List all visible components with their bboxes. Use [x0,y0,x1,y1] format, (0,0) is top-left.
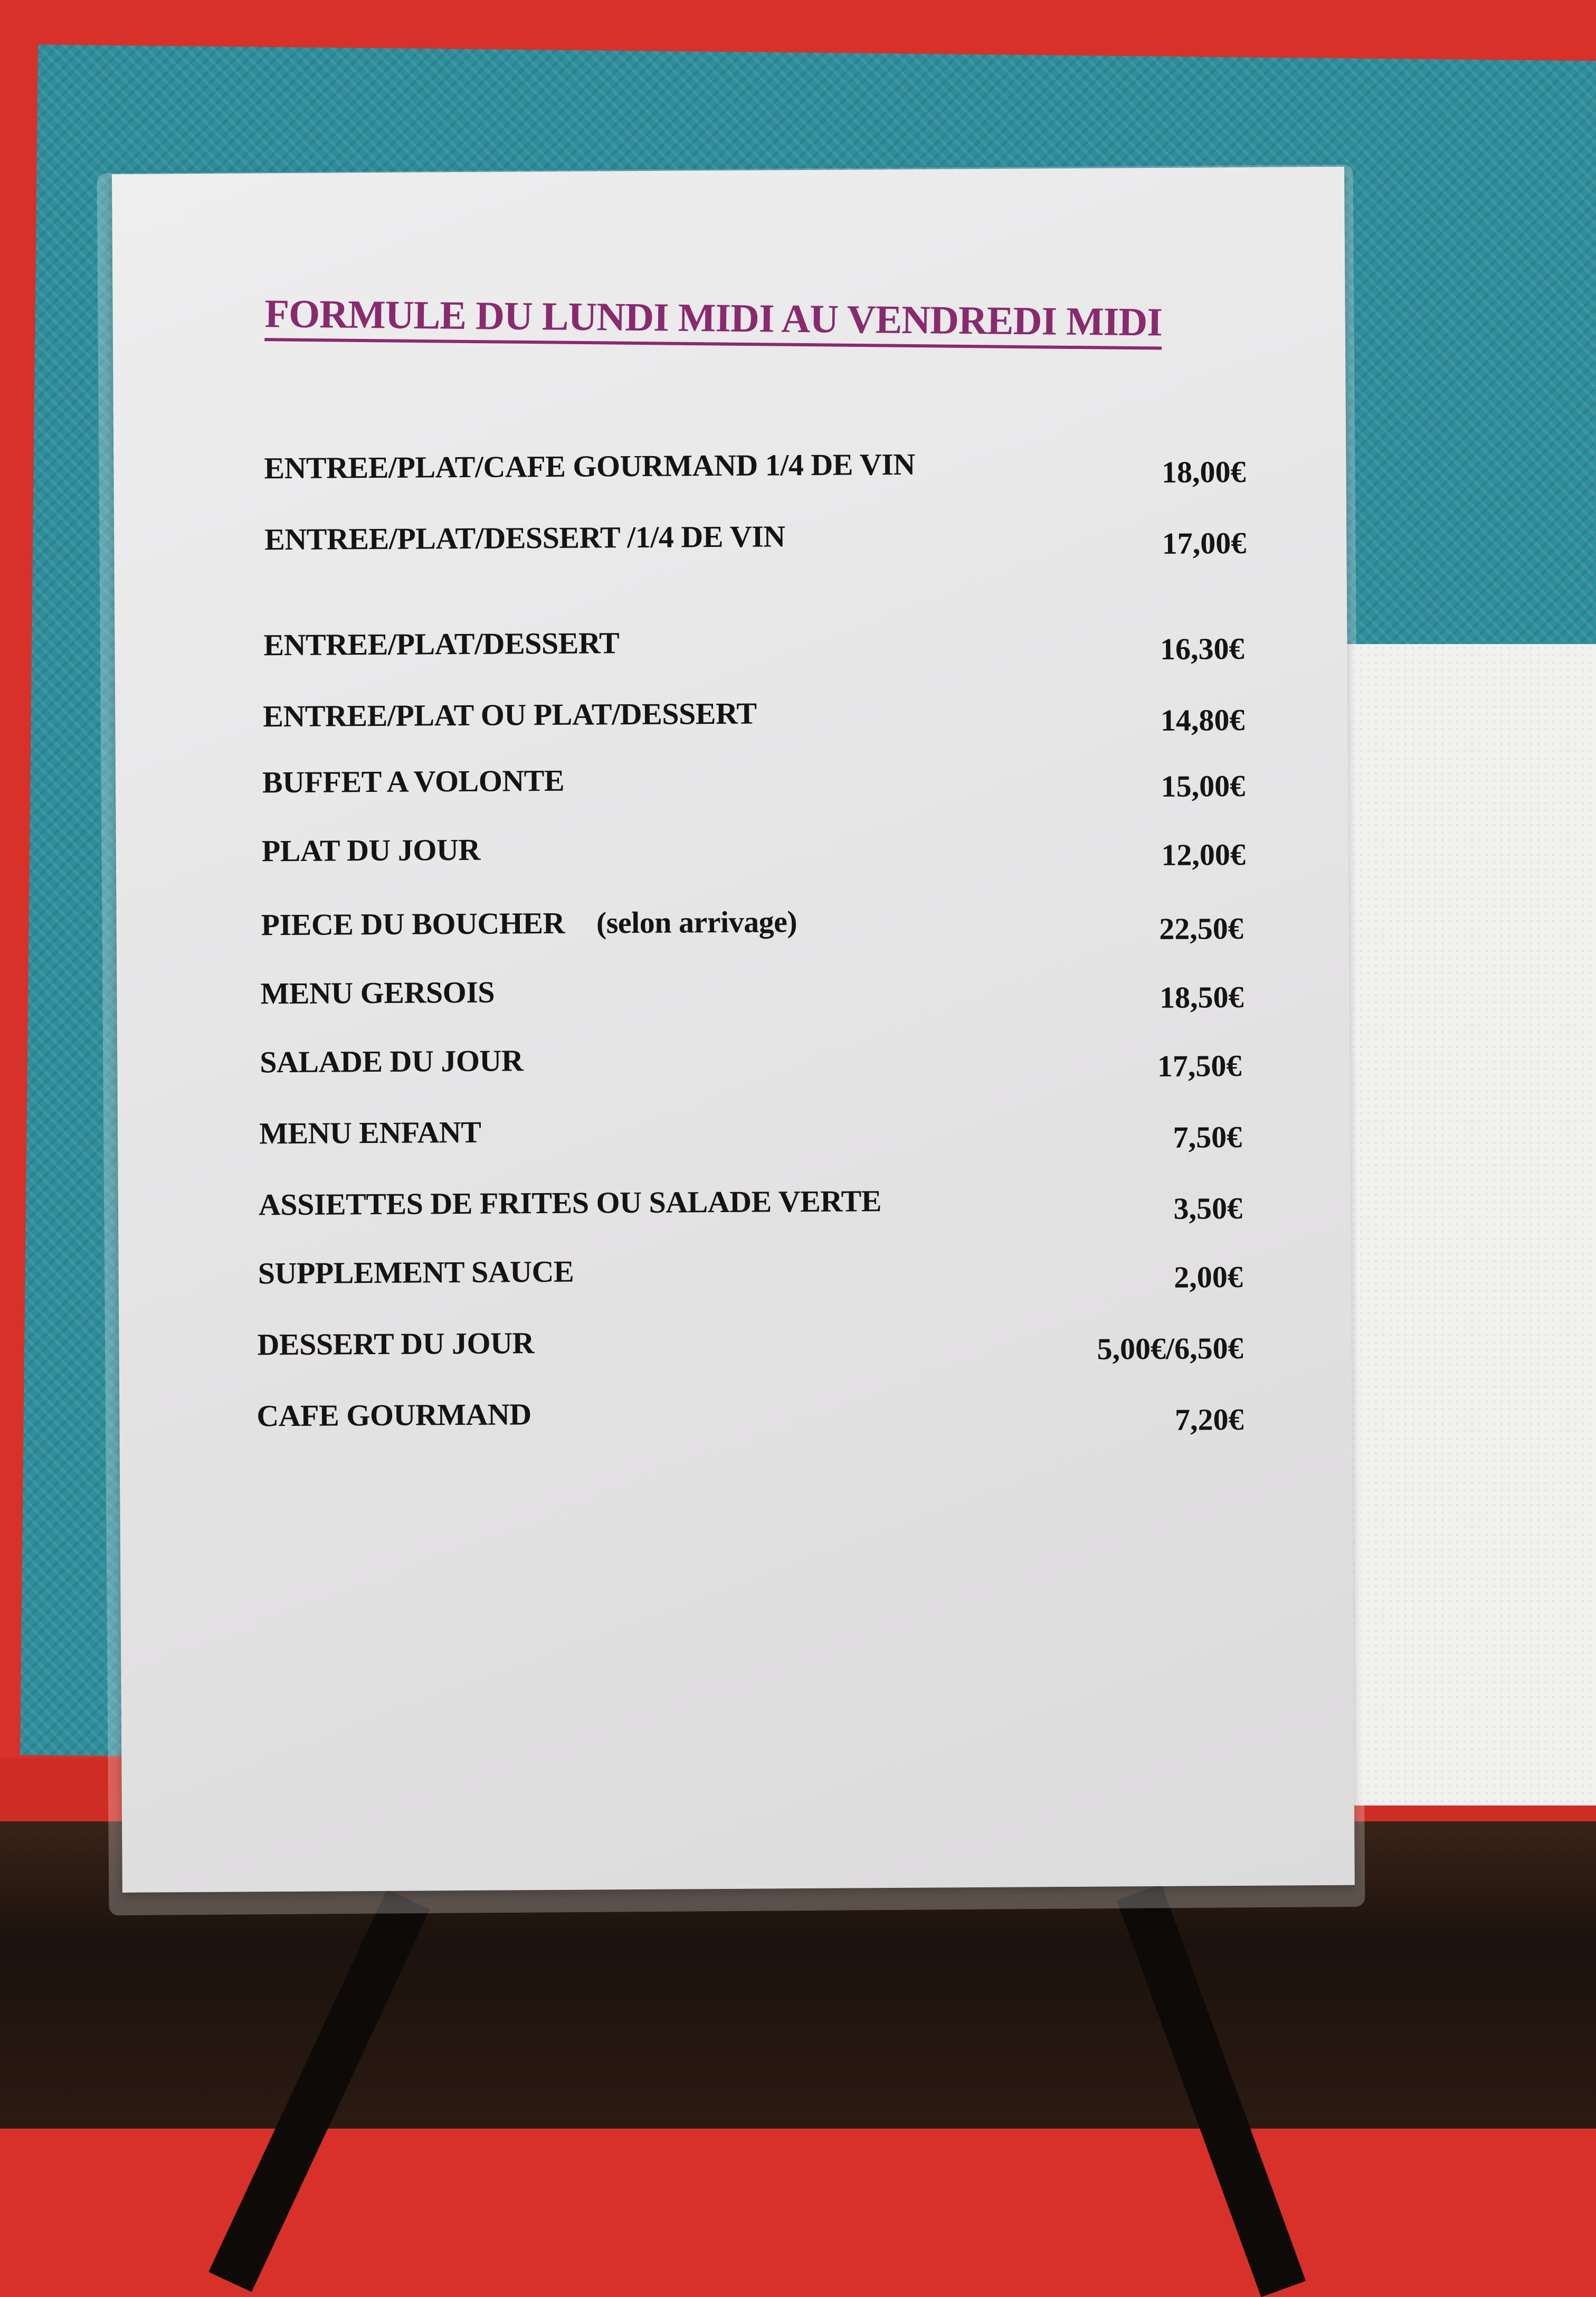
menu-item-price: 7,20€ [1174,1402,1244,1437]
menu-item-price: 7,50€ [1173,1119,1242,1155]
menu-item-label: ASSIETTES DE FRITES OU SALADE VERTE [259,1183,881,1222]
menu-item-price: 17,50€ [1157,1048,1242,1083]
menu-item-price: 22,50€ [1159,911,1243,946]
item-name: PIECE DU BOUCHER [261,905,565,942]
menu-item-label: DESSERT DU JOUR [257,1325,534,1362]
item-name: MENU ENFANT [259,1114,481,1151]
menu-item-label: ENTREE/PLAT/DESSERT [263,625,619,663]
menu-item: ENTREE/PLAT/DESSERT 16,30€ [115,621,1347,666]
menu-item-price: 3,50€ [1173,1190,1243,1226]
menu-item-price: 12,00€ [1161,837,1246,872]
menu-item-label: ENTREE/PLAT/DESSERT /1/4 DE VIN [264,518,785,557]
item-name: MENU GERSOIS [260,975,495,1011]
menu-item-price: 2,00€ [1174,1259,1243,1294]
item-name: ENTREE/PLAT/DESSERT /1/4 DE VIN [264,519,785,557]
menu-item: MENU ENFANT 7,50€ [118,1109,1350,1155]
menu-item-label: MENU GERSOIS [260,975,495,1012]
menu-title: FORMULE DU LUNDI MIDI AU VENDREDI MIDI [264,289,1163,350]
menu-item-label: SUPPLEMENT SAUCE [258,1254,574,1291]
item-name: ASSIETTES DE FRITES OU SALADE VERTE [258,1184,882,1222]
menu-item-label: ENTREE/PLAT/CAFE GOURMAND 1/4 DE VIN [264,447,915,486]
menu-item-price: 14,80€ [1160,702,1245,738]
menu-item: MENU GERSOIS 18,50€ [117,969,1349,1015]
item-name: ENTREE/PLAT/DESSERT [263,626,620,663]
item-note: (selon arrivage) [596,904,797,940]
menu-item-label: ENTREE/PLAT OU PLAT/DESSERT [263,696,757,734]
menu-item-label: CAFE GOURMAND [256,1396,531,1433]
menu-item: ENTREE/PLAT OU PLAT/DESSERT 14,80€ [115,692,1347,738]
menu-item-label: BUFFET A VOLONTE [262,763,564,800]
item-name: ENTREE/PLAT/CAFE GOURMAND 1/4 DE VIN [264,447,915,486]
menu-item-price: 17,00€ [1162,525,1247,561]
item-name: PLAT DU JOUR [261,832,481,868]
menu-item: CAFE GOURMAND 7,20€ [119,1392,1352,1437]
menu-item-price: 18,00€ [1161,454,1246,489]
menu-item: ASSIETTES DE FRITES OU SALADE VERTE 3,50€ [118,1180,1351,1226]
item-name: ENTREE/PLAT OU PLAT/DESSERT [263,696,757,734]
menu-item: DESSERT DU JOUR 5,00€/6,50€ [119,1320,1351,1366]
menu-item: BUFFET A VOLONTE 15,00€ [116,758,1348,804]
item-name: CAFE GOURMAND [256,1397,531,1433]
item-name: SALADE DU JOUR [260,1043,524,1080]
menu-item-label: MENU ENFANT [259,1114,481,1151]
menu-item: ENTREE/PLAT/DESSERT /1/4 DE VIN 17,00€ [114,515,1346,561]
menu-item-price: 5,00€/6,50€ [1097,1330,1243,1366]
menu-item-price: 16,30€ [1160,631,1244,666]
menu-item-label: PLAT DU JOUR [262,832,480,869]
item-name: DESSERT DU JOUR [257,1326,535,1362]
menu-item: SUPPLEMENT SAUCE 2,00€ [119,1249,1351,1294]
menu-item-price: 18,50€ [1159,979,1244,1015]
item-name: SUPPLEMENT SAUCE [258,1254,574,1291]
menu-item: ENTREE/PLAT/CAFE GOURMAND 1/4 DE VIN 18,0… [113,444,1346,489]
menu-item: SALADE DU JOUR 17,50€ [117,1038,1350,1083]
menu-item: PIECE DU BOUCHER (selon arrivage) 22,50€ [116,901,1348,946]
menu-item-label: SALADE DU JOUR [260,1043,523,1080]
napkin [1335,644,1596,1806]
menu-item-price: 15,00€ [1161,768,1246,804]
menu-sheet: FORMULE DU LUNDI MIDI AU VENDREDI MIDI E… [112,166,1355,1893]
menu-item-label: PIECE DU BOUCHER (selon arrivage) [261,904,797,942]
menu-item: PLAT DU JOUR 12,00€ [116,827,1348,872]
item-name: BUFFET A VOLONTE [262,763,565,800]
